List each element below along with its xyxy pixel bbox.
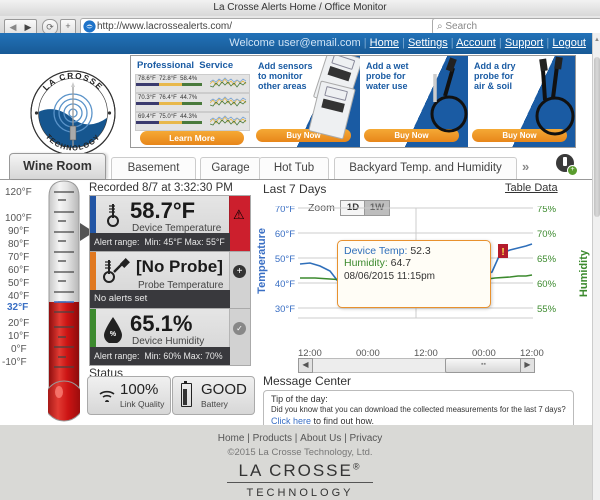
svg-text:55%: 55% [537, 304, 557, 315]
svg-text:!: ! [501, 247, 504, 258]
svg-text:30°F: 30°F [275, 304, 295, 315]
svg-text:60°F: 60°F [275, 229, 295, 240]
svg-text:70°F: 70°F [275, 206, 295, 215]
svg-text:40°F: 40°F [275, 279, 295, 290]
svg-text:65%: 65% [537, 254, 557, 265]
svg-text:70%: 70% [537, 229, 557, 240]
svg-text:50°F: 50°F [275, 254, 295, 265]
svg-text:%: % [110, 331, 117, 338]
svg-text:75%: 75% [537, 206, 557, 215]
svg-text:60%: 60% [537, 279, 557, 290]
